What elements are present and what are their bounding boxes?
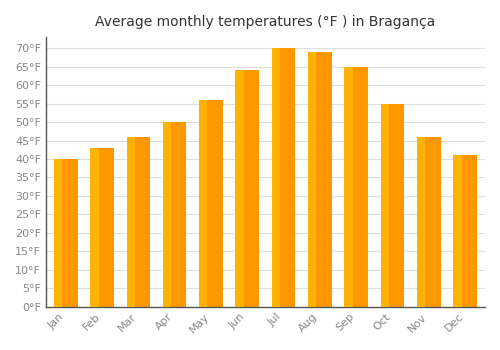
Bar	[126, 137, 150, 307]
Bar	[344, 66, 352, 307]
Bar	[308, 52, 332, 307]
Bar	[380, 104, 404, 307]
Title: Average monthly temperatures (°F ) in Bragança: Average monthly temperatures (°F ) in Br…	[96, 15, 435, 29]
Bar	[272, 48, 295, 307]
Bar	[453, 155, 477, 307]
Bar	[308, 52, 316, 307]
Bar	[417, 137, 440, 307]
Bar	[236, 70, 259, 307]
Bar	[417, 137, 425, 307]
Bar	[90, 148, 114, 307]
Bar	[380, 104, 389, 307]
Bar	[453, 155, 462, 307]
Bar	[163, 122, 171, 307]
Bar	[90, 148, 98, 307]
Bar	[54, 159, 62, 307]
Bar	[199, 100, 223, 307]
Bar	[163, 122, 186, 307]
Bar	[199, 100, 207, 307]
Bar	[126, 137, 135, 307]
Bar	[272, 48, 280, 307]
Bar	[236, 70, 244, 307]
Bar	[54, 159, 78, 307]
Bar	[344, 66, 368, 307]
